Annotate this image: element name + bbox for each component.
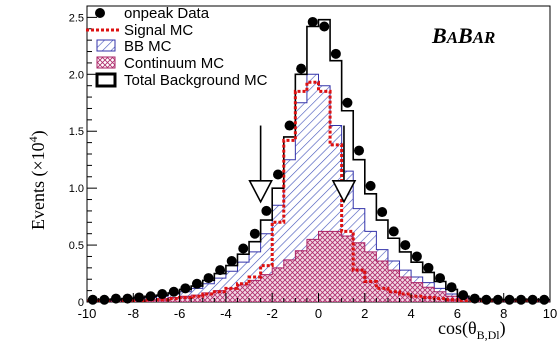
- data-point: [296, 63, 307, 74]
- legend-label-data: onpeak Data: [124, 5, 210, 22]
- data-point: [516, 294, 527, 305]
- data-point: [481, 294, 492, 305]
- cut-arrow-head: [331, 180, 357, 204]
- x-tick-label: -8: [128, 306, 140, 321]
- series-signal-mc: [87, 80, 550, 302]
- data-point: [180, 283, 191, 294]
- y-tick-label: 2.5: [69, 12, 84, 24]
- data-point: [365, 180, 376, 191]
- x-tick-label: 6: [454, 306, 461, 321]
- data-point: [226, 256, 237, 267]
- babar-logo: BABAR: [431, 23, 495, 48]
- data-point: [354, 145, 365, 156]
- data-point: [191, 278, 202, 289]
- x-tick-label: -6: [174, 306, 186, 321]
- x-tick-label: 4: [407, 306, 414, 321]
- data-point: [469, 293, 480, 304]
- data-point: [377, 207, 388, 218]
- x-tick-label: 0: [315, 306, 322, 321]
- data-point: [504, 294, 515, 305]
- series-continuum-mc: [87, 230, 550, 302]
- legend-marker-continuum: [96, 56, 116, 69]
- data-point: [238, 243, 249, 254]
- data-point: [342, 97, 353, 108]
- data-point: [203, 273, 214, 284]
- data-point: [527, 294, 538, 305]
- data-point: [423, 262, 434, 273]
- series-total-background-mc: [87, 18, 550, 302]
- data-point: [122, 293, 133, 304]
- data-point: [435, 273, 446, 284]
- data-point: [272, 169, 283, 180]
- legend-marker-bb: [96, 39, 116, 52]
- x-tick-label: 8: [500, 306, 507, 321]
- legend-label-signal: Signal MC: [124, 22, 193, 39]
- data-point: [319, 21, 330, 32]
- y-axis-title: Events (×104): [26, 130, 49, 230]
- x-axis-title: cos(θB,Dl): [438, 318, 506, 342]
- data-point: [539, 294, 550, 305]
- y-tick-label: 0: [78, 297, 84, 309]
- data-point: [307, 16, 318, 27]
- legend-label-total: Total Background MC: [124, 72, 268, 89]
- data-point: [330, 48, 341, 59]
- x-tick-label: -4: [220, 306, 232, 321]
- x-tick-label: -2: [266, 306, 278, 321]
- y-tick-label: 0.5: [69, 240, 84, 252]
- y-tick-label: 2.0: [69, 69, 84, 81]
- data-point: [446, 282, 457, 293]
- data-point: [284, 120, 295, 131]
- data-point: [168, 286, 179, 297]
- cut-arrow-head: [248, 180, 273, 204]
- legend-label-continuum: Continuum MC: [124, 55, 224, 72]
- legend-label-bb: BB MC: [124, 38, 172, 55]
- y-tick-label: 1.5: [69, 126, 84, 138]
- data-point: [388, 226, 399, 237]
- x-tick-label: -10: [78, 306, 97, 321]
- data-point: [411, 251, 422, 262]
- data-point: [492, 294, 503, 305]
- data-point: [134, 292, 145, 303]
- data-point: [157, 289, 168, 300]
- x-tick-label: 2: [361, 306, 368, 321]
- y-tick-label: 1.0: [69, 183, 84, 195]
- data-point: [110, 293, 121, 304]
- x-tick-label: 10: [543, 306, 557, 321]
- legend: onpeak Data Signal MC BB MC Continuum MC…: [86, 5, 268, 89]
- data-point: [249, 228, 260, 239]
- data-point: [261, 205, 272, 216]
- data-point: [99, 294, 110, 305]
- data-point: [215, 265, 226, 276]
- data-point: [400, 240, 411, 251]
- data-point: [458, 290, 469, 301]
- legend-marker-data: [95, 8, 105, 18]
- data-point: [145, 291, 156, 302]
- data-point: [87, 294, 98, 305]
- legend-marker-total: [95, 72, 117, 88]
